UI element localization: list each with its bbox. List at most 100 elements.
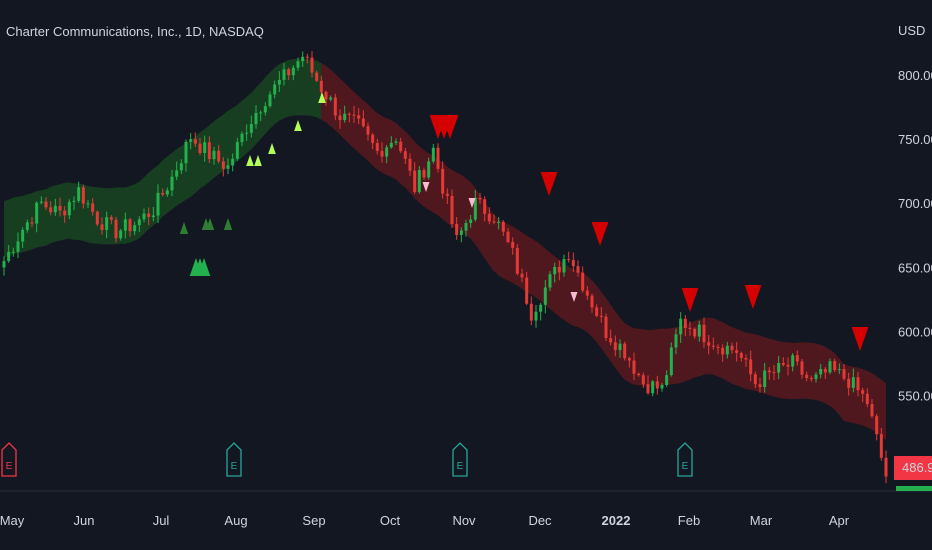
candle-body	[226, 165, 230, 169]
candle-body	[58, 205, 62, 211]
candle-body	[235, 142, 239, 159]
candle-body	[128, 219, 132, 232]
candle-body	[77, 187, 81, 201]
candle-body	[711, 345, 715, 347]
candle-body	[805, 374, 809, 379]
price-axis-currency: USD	[898, 23, 925, 38]
buy-signal-marker	[223, 218, 233, 230]
candle-body	[175, 170, 179, 177]
candle-body	[441, 168, 445, 194]
candle-body	[539, 304, 543, 312]
candle-body	[506, 231, 510, 243]
candle-body	[413, 170, 417, 192]
candle-body	[49, 207, 53, 213]
candle-body	[394, 141, 398, 143]
price-tick-label: 750.00	[898, 132, 932, 147]
candle-body	[91, 203, 95, 212]
buy-signal-marker	[197, 258, 211, 276]
candle-body	[520, 273, 524, 278]
candle-body	[263, 106, 267, 113]
candle-body	[179, 163, 183, 171]
candle-body	[357, 115, 361, 119]
candle-body	[823, 368, 827, 373]
candle-body	[30, 222, 34, 224]
candle-body	[310, 57, 314, 73]
candle-body	[483, 199, 487, 214]
candle-body	[133, 225, 137, 232]
candle-body	[151, 215, 155, 218]
candle-body	[53, 205, 57, 213]
candle-body	[861, 390, 865, 394]
time-tick-label: Aug	[224, 513, 247, 528]
candle-body	[296, 61, 300, 68]
candle-body	[553, 266, 557, 275]
candle-body	[511, 242, 515, 248]
candle-body	[702, 324, 706, 343]
candle-body	[749, 359, 753, 375]
candle-body	[501, 221, 505, 232]
candle-body	[590, 295, 594, 308]
candle-body	[39, 201, 43, 203]
candle-body	[884, 457, 888, 477]
candle-body	[361, 118, 365, 127]
candle-body	[529, 303, 533, 321]
candle-body	[567, 259, 571, 261]
candle-body	[329, 97, 333, 100]
price-tick-label: 800.00	[898, 68, 932, 83]
price-axis[interactable]: USD 550.00 600.00 650.00 700.00 750.00 800.00	[898, 23, 932, 404]
candle-body	[273, 84, 277, 95]
candle-body	[305, 56, 309, 58]
candle-body	[679, 318, 683, 335]
earnings-icon	[677, 442, 693, 477]
time-tick-label: Sep	[302, 513, 325, 528]
time-tick-label: Nov	[452, 513, 476, 528]
time-tick-label: Oct	[380, 513, 401, 528]
candle-body	[366, 126, 370, 135]
candle-body	[870, 403, 874, 417]
candle-body	[856, 377, 860, 391]
earnings-letter: E	[457, 461, 464, 472]
candle-body	[595, 307, 599, 316]
candle-body	[459, 230, 463, 235]
time-tick-label: Jun	[74, 513, 95, 528]
candle-body	[730, 345, 734, 351]
candle-body	[725, 345, 729, 355]
candle-body	[254, 112, 258, 125]
time-axis[interactable]: May Jun Jul Aug Sep Oct Nov Dec 2022 Feb Mar Apr	[0, 513, 850, 528]
sell-signal-marker	[422, 182, 430, 192]
candlesticks	[2, 51, 888, 484]
candle-body	[287, 69, 291, 76]
candle-body	[809, 378, 813, 380]
candle-body	[688, 327, 692, 329]
last-price-badge: 486.95	[894, 456, 932, 480]
candle-body	[455, 223, 459, 235]
candle-body	[72, 200, 76, 202]
candle-body	[385, 147, 389, 157]
candle-body	[7, 251, 11, 262]
candle-body	[655, 381, 659, 389]
candle-body	[249, 124, 253, 133]
candle-body	[165, 190, 169, 195]
candle-body	[319, 80, 323, 92]
time-tick-label: Jul	[153, 513, 170, 528]
buy-signal-marker	[179, 222, 189, 234]
candle-body	[683, 318, 687, 328]
candle-body	[95, 211, 99, 225]
candle-body	[63, 210, 67, 216]
candle-body	[427, 161, 431, 178]
bearish-band	[321, 63, 886, 440]
buy-signal-marker	[318, 92, 326, 103]
earnings-icon	[226, 442, 242, 477]
candle-body	[492, 221, 496, 223]
candle-body	[450, 195, 454, 224]
last-price-box	[894, 456, 932, 480]
candle-body	[772, 372, 776, 374]
candle-body	[105, 217, 109, 230]
candle-body	[543, 287, 547, 305]
candle-body	[11, 251, 15, 253]
candle-body	[651, 381, 655, 394]
candle-body	[408, 158, 412, 171]
candle-body	[581, 272, 585, 291]
